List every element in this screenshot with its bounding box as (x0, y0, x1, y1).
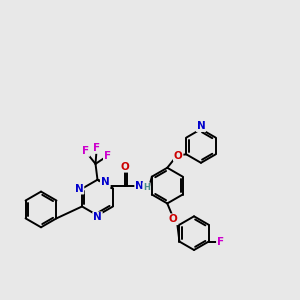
Text: O: O (120, 162, 129, 172)
Text: F: F (217, 237, 224, 247)
Text: O: O (169, 214, 178, 224)
Text: F: F (93, 143, 100, 153)
Text: N: N (196, 121, 205, 131)
Text: F: F (82, 146, 89, 156)
Text: N: N (101, 177, 110, 187)
Text: N: N (101, 177, 110, 187)
Text: N: N (75, 184, 83, 194)
Text: H: H (143, 183, 150, 192)
Text: O: O (174, 151, 183, 161)
Text: N: N (135, 181, 144, 190)
Text: F: F (104, 151, 111, 161)
Text: N: N (93, 212, 102, 222)
